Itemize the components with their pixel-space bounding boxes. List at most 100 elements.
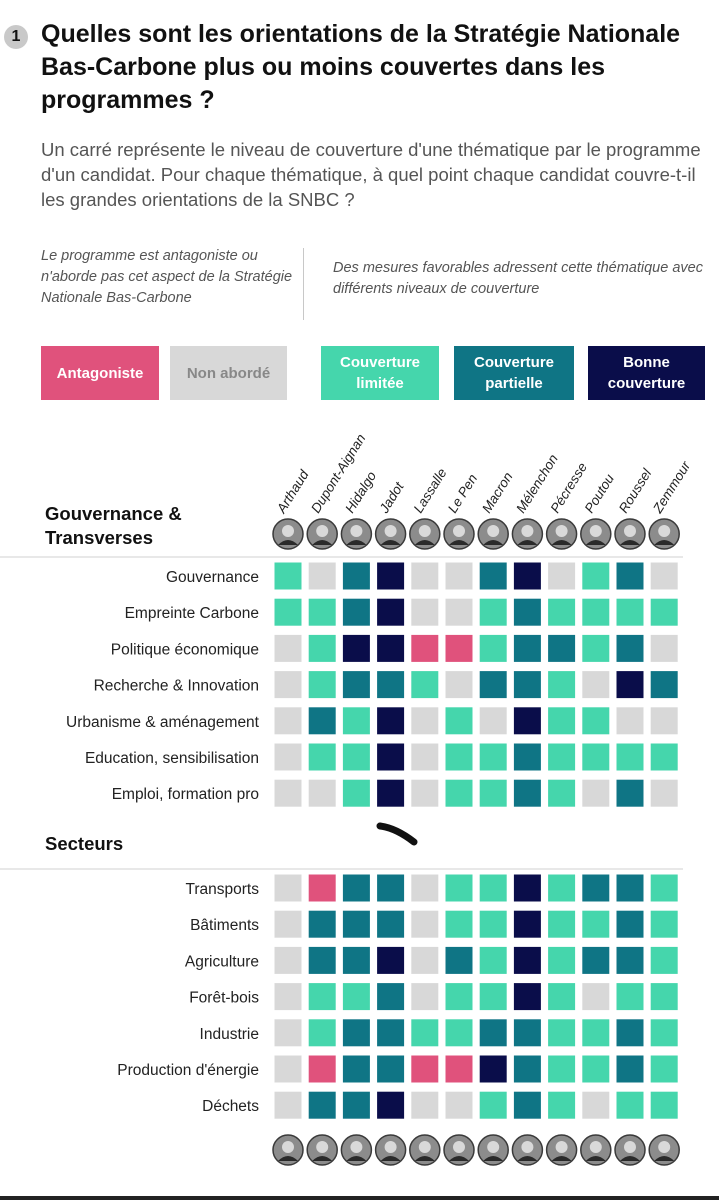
cell-urbanisme-amenagement-le-pen xyxy=(445,707,473,735)
cell-education-sensibilisation-melenchon xyxy=(513,743,541,771)
row-label-recherche-innovation: Recherche & Innovation xyxy=(94,678,259,695)
cell-dechets-jadot xyxy=(377,1091,405,1119)
cell-education-sensibilisation-lassalle xyxy=(411,743,439,771)
cell-gouvernance-arthaud xyxy=(274,562,302,590)
cell-dechets-roussel xyxy=(616,1091,644,1119)
avatar-face-zemmour xyxy=(658,525,671,537)
avatar-shoulders-le-pen xyxy=(449,540,469,545)
row-label-gouvernance: Gouvernance xyxy=(166,569,259,586)
row-label-batiments: Bâtiments xyxy=(190,917,259,934)
avatar-face-lassalle xyxy=(418,1141,431,1153)
avatar-shoulders-roussel xyxy=(620,540,640,545)
avatar-shoulders-hidalgo xyxy=(346,540,367,545)
cell-industrie-pecresse xyxy=(548,1019,576,1047)
cell-transports-le-pen xyxy=(445,874,473,902)
cell-dechets-zemmour xyxy=(650,1091,678,1119)
cell-empreinte-carbone-pecresse xyxy=(548,598,576,626)
cell-politique-economique-roussel xyxy=(616,634,644,662)
avatar-shoulders-zemmour xyxy=(654,1156,675,1161)
cell-batiments-hidalgo xyxy=(342,910,370,938)
cell-foret-bois-melenchon xyxy=(513,983,541,1011)
cell-politique-economique-arthaud xyxy=(274,634,302,662)
cell-dechets-pecresse xyxy=(548,1091,576,1119)
cell-transports-lassalle xyxy=(411,874,439,902)
cell-production-d-energie-pecresse xyxy=(548,1055,576,1083)
legend-left-note: Le programme est antagoniste ou n'aborde… xyxy=(41,248,293,306)
cell-recherche-innovation-macron xyxy=(479,671,507,699)
cell-production-d-energie-macron xyxy=(479,1055,507,1083)
cell-politique-economique-macron xyxy=(479,634,507,662)
avatar-face-pecresse xyxy=(555,525,568,537)
cell-emploi-formation-pro-arthaud xyxy=(274,779,302,807)
cell-batiments-lassalle xyxy=(411,910,439,938)
cell-gouvernance-le-pen xyxy=(445,562,473,590)
cell-urbanisme-amenagement-macron xyxy=(479,707,507,735)
cell-emploi-formation-pro-melenchon xyxy=(513,779,541,807)
cell-empreinte-carbone-melenchon xyxy=(513,598,541,626)
cell-gouvernance-hidalgo xyxy=(342,562,370,590)
cell-emploi-formation-pro-jadot xyxy=(377,779,405,807)
cell-politique-economique-poutou xyxy=(582,634,610,662)
avatar-face-roussel xyxy=(624,1141,636,1153)
cell-recherche-innovation-le-pen xyxy=(445,671,473,699)
legend-box-couverture-limitee: Couverture limitée xyxy=(321,346,439,400)
cell-empreinte-carbone-macron xyxy=(479,598,507,626)
cell-education-sensibilisation-hidalgo xyxy=(342,743,370,771)
avatar-shoulders-poutou xyxy=(585,540,606,545)
avatar-face-melenchon xyxy=(521,1141,534,1153)
avatar-shoulders-poutou xyxy=(585,1156,606,1161)
cell-foret-bois-le-pen xyxy=(445,983,473,1011)
cell-foret-bois-dupont-aignan xyxy=(308,983,336,1011)
cell-production-d-energie-jadot xyxy=(377,1055,405,1083)
cell-politique-economique-lassalle xyxy=(411,634,439,662)
cell-foret-bois-pecresse xyxy=(548,983,576,1011)
bottom-border xyxy=(0,1196,719,1200)
avatar-shoulders-pecresse xyxy=(551,540,572,545)
avatar-face-melenchon xyxy=(521,525,534,537)
hand-drawn-mark xyxy=(376,822,418,846)
cell-emploi-formation-pro-hidalgo xyxy=(342,779,370,807)
avatar-shoulders-arthaud xyxy=(278,1156,298,1161)
avatar-shoulders-jadot xyxy=(380,540,401,545)
avatar-face-macron xyxy=(487,1141,500,1153)
cell-transports-dupont-aignan xyxy=(308,874,336,902)
cell-foret-bois-zemmour xyxy=(650,983,678,1011)
cell-politique-economique-zemmour xyxy=(650,634,678,662)
cell-education-sensibilisation-dupont-aignan xyxy=(308,743,336,771)
cell-industrie-poutou xyxy=(582,1019,610,1047)
cell-transports-jadot xyxy=(377,874,405,902)
avatar-face-pecresse xyxy=(555,1141,568,1153)
cell-production-d-energie-lassalle xyxy=(411,1055,439,1083)
cell-dechets-poutou xyxy=(582,1091,610,1119)
cell-recherche-innovation-lassalle xyxy=(411,671,439,699)
avatar-face-jadot xyxy=(384,1141,397,1153)
cell-foret-bois-lassalle xyxy=(411,983,439,1011)
legend-box-bonne-couverture: Bonne couverture xyxy=(588,346,705,400)
cell-gouvernance-melenchon xyxy=(513,562,541,590)
cell-empreinte-carbone-hidalgo xyxy=(342,598,370,626)
cell-agriculture-poutou xyxy=(582,946,610,974)
cell-foret-bois-roussel xyxy=(616,983,644,1011)
cell-recherche-innovation-jadot xyxy=(377,671,405,699)
cell-agriculture-hidalgo xyxy=(342,946,370,974)
avatar-face-lassalle xyxy=(418,525,431,537)
cell-empreinte-carbone-dupont-aignan xyxy=(308,598,336,626)
avatar-face-roussel xyxy=(624,525,636,537)
cell-politique-economique-melenchon xyxy=(513,634,541,662)
cell-education-sensibilisation-arthaud xyxy=(274,743,302,771)
avatar-face-le-pen xyxy=(453,1141,465,1153)
page-subtitle: Un carré représente le niveau de couvert… xyxy=(41,139,701,210)
cell-urbanisme-amenagement-pecresse xyxy=(548,707,576,735)
cell-agriculture-pecresse xyxy=(548,946,576,974)
cell-emploi-formation-pro-macron xyxy=(479,779,507,807)
cell-gouvernance-pecresse xyxy=(548,562,576,590)
cell-foret-bois-hidalgo xyxy=(342,983,370,1011)
cell-production-d-energie-roussel xyxy=(616,1055,644,1083)
avatar-shoulders-melenchon xyxy=(517,1156,538,1161)
avatar-shoulders-macron xyxy=(483,1156,504,1161)
cell-production-d-energie-poutou xyxy=(582,1055,610,1083)
cell-urbanisme-amenagement-hidalgo xyxy=(342,707,370,735)
cell-recherche-innovation-arthaud xyxy=(274,671,302,699)
group-title-secteurs: Secteurs xyxy=(45,833,123,854)
